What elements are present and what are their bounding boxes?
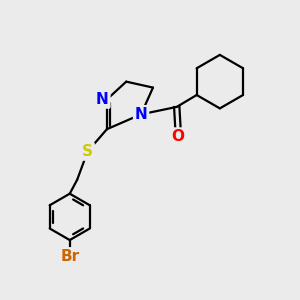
Text: S: S (82, 144, 93, 159)
Text: Br: Br (60, 249, 79, 264)
Text: O: O (172, 129, 185, 144)
Text: N: N (96, 92, 109, 107)
Text: N: N (135, 107, 148, 122)
